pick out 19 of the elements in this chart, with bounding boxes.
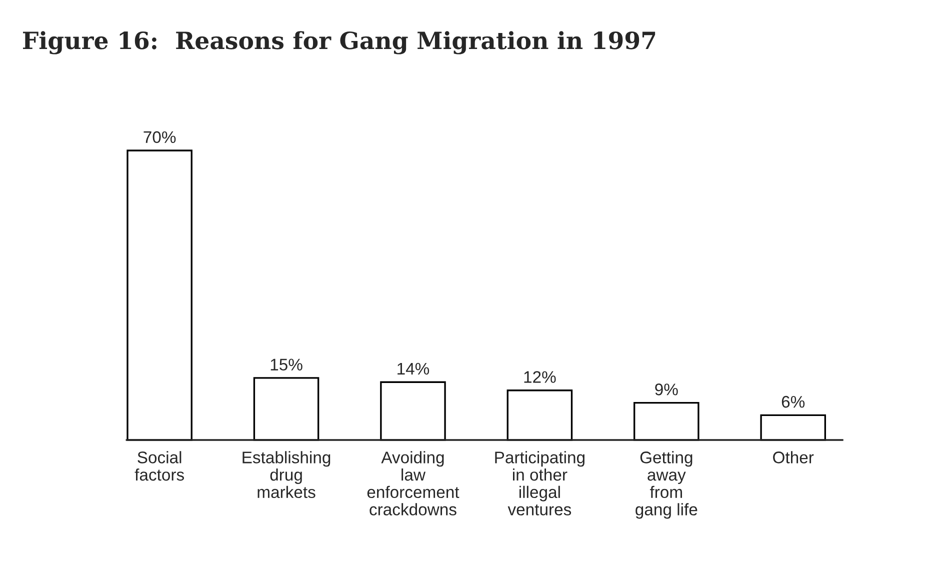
x-tick-label: Other: [773, 451, 814, 464]
x-tick-label: Establishing drug markets: [242, 451, 330, 498]
chart-title: Figure 16: Reasons for Gang Migration in 1997: [23, 31, 656, 54]
data-label: 70%: [144, 131, 176, 144]
x-tick-label: Getting away from gang life: [636, 451, 698, 519]
bar: [506, 390, 573, 441]
data-label: 12%: [524, 371, 556, 383]
data-label: 14%: [398, 362, 430, 375]
x-tick-label: Social factors: [134, 451, 184, 481]
bar: [253, 377, 320, 441]
data-label: 9%: [655, 384, 678, 396]
bar: [126, 150, 192, 441]
bar: [760, 414, 826, 441]
data-label: 15%: [270, 358, 302, 371]
data-label: 6%: [782, 396, 805, 408]
x-tick-label: Avoiding law enforcement crackdowns: [367, 451, 460, 516]
bar: [634, 402, 700, 441]
x-tick-label: Participating in other illegal ventures: [495, 451, 584, 516]
bar: [380, 381, 446, 441]
